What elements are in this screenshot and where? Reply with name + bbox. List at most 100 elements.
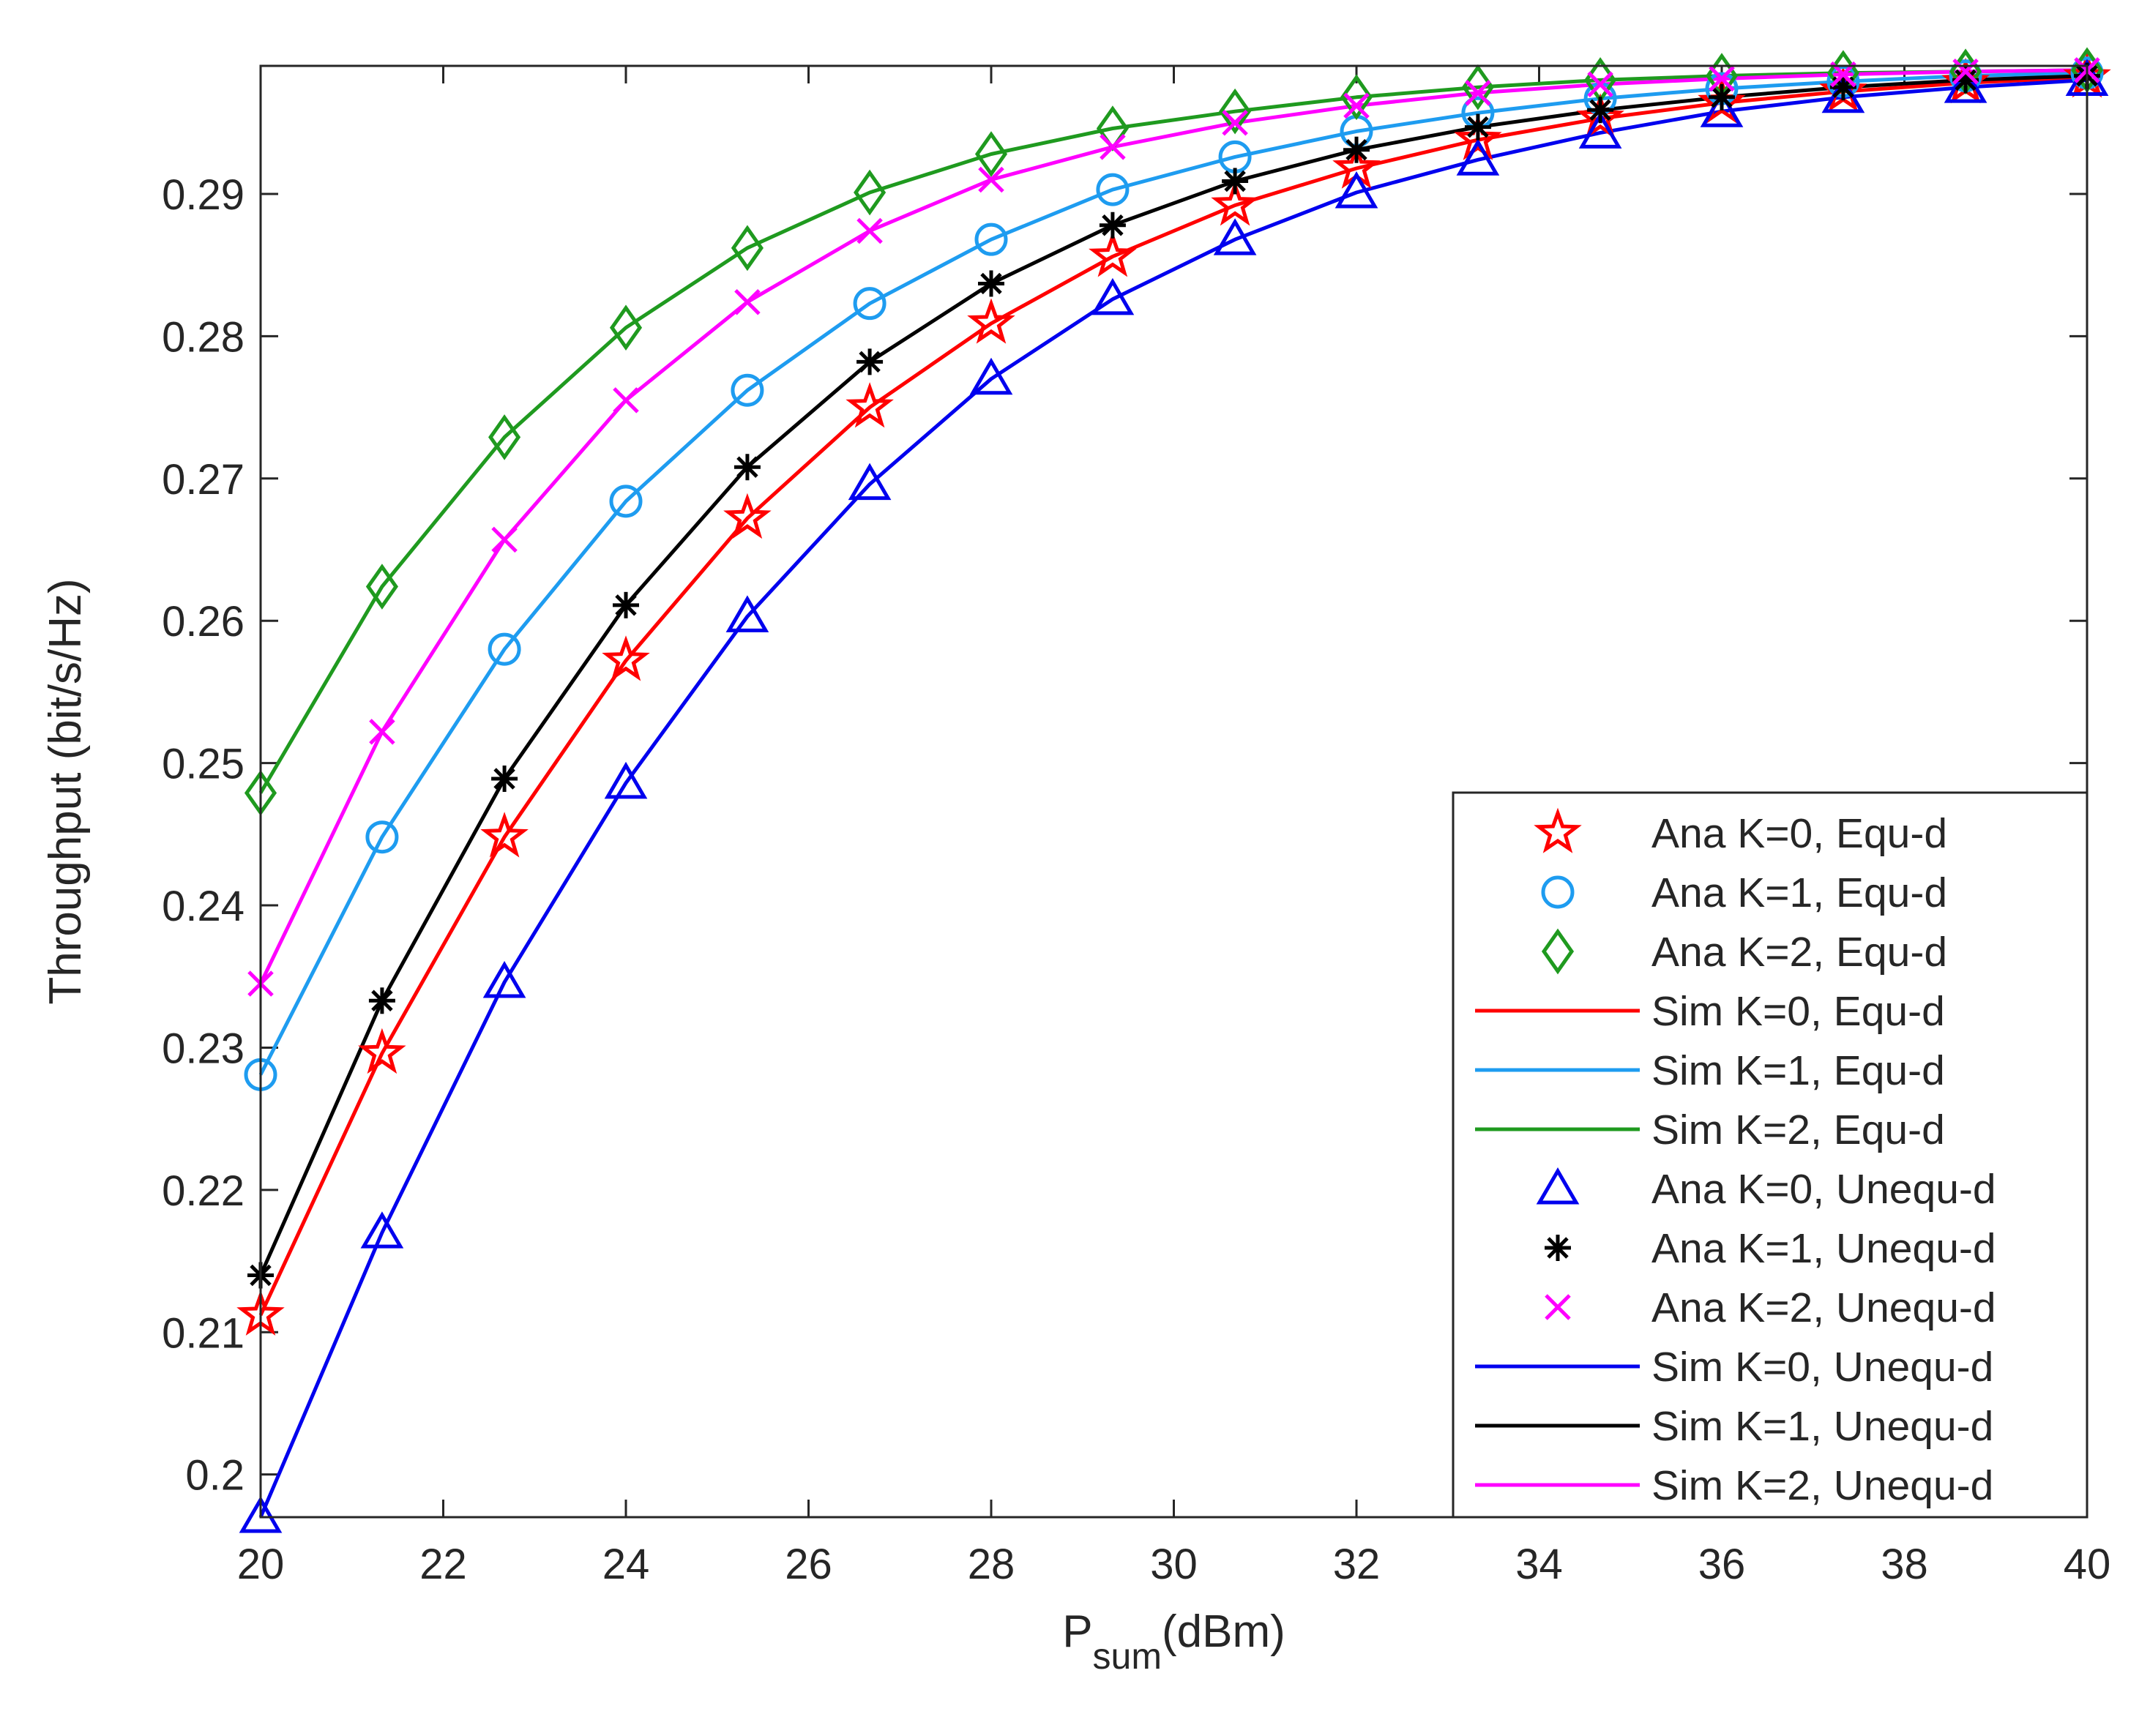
legend-label: Sim K=0, Unequ-d bbox=[1651, 1344, 1993, 1391]
x-axis-label-unit: (dBm) bbox=[1162, 1606, 1285, 1657]
series-line-9 bbox=[258, 78, 2088, 1518]
data-point bbox=[488, 414, 521, 460]
legend-label: Sim K=2, Unequ-d bbox=[1651, 1462, 1993, 1509]
legend-entry: Sim K=1, Equ-d bbox=[1475, 1047, 1945, 1094]
data-point bbox=[239, 1496, 283, 1533]
data-point bbox=[604, 761, 648, 799]
data-point bbox=[358, 1028, 406, 1074]
data-point bbox=[1587, 97, 1614, 124]
legend: Ana K=0, Equ-d Ana K=1, Equ-d Ana K=2, Equ… bbox=[1452, 791, 2089, 1519]
legend-marker-swatch bbox=[1536, 1167, 1580, 1205]
data-point bbox=[1700, 90, 1744, 127]
data-point bbox=[969, 357, 1013, 395]
x-tick-label: 26 bbox=[785, 1541, 832, 1588]
y-tick-label: 0.24 bbox=[162, 883, 245, 930]
data-point bbox=[854, 169, 886, 216]
data-point bbox=[480, 812, 529, 858]
x-tick-label: 34 bbox=[1515, 1541, 1563, 1588]
data-point bbox=[1952, 59, 1979, 85]
data-point bbox=[1091, 277, 1135, 315]
legend-label: Sim K=1, Unequ-d bbox=[1651, 1403, 1993, 1450]
legend-label: Ana K=1, Unequ-d bbox=[1651, 1225, 1996, 1272]
legend-label: Sim K=1, Equ-d bbox=[1651, 1047, 1945, 1094]
y-tick-label: 0.28 bbox=[162, 313, 245, 361]
data-point bbox=[853, 287, 886, 321]
y-tick-label: 0.22 bbox=[162, 1167, 245, 1215]
data-point bbox=[731, 225, 764, 272]
data-point bbox=[1096, 173, 1130, 206]
x-tick-label: 20 bbox=[237, 1541, 285, 1588]
legend-entry: Sim K=1, Unequ-d bbox=[1475, 1403, 1993, 1450]
data-point bbox=[1099, 212, 1126, 239]
legend-entry: Sim K=0, Unequ-d bbox=[1475, 1344, 1993, 1391]
data-point bbox=[365, 564, 398, 610]
data-point bbox=[725, 595, 769, 632]
legend-label: Ana K=0, Unequ-d bbox=[1651, 1166, 1996, 1213]
legend-entry: Ana K=2, Unequ-d bbox=[1545, 1284, 1996, 1331]
legend-entry: Ana K=1, Unequ-d bbox=[1545, 1225, 1996, 1272]
x-tick-label: 30 bbox=[1150, 1541, 1198, 1588]
data-point bbox=[1222, 168, 1249, 195]
data-point bbox=[848, 463, 892, 501]
data-point bbox=[1454, 114, 1502, 160]
data-point bbox=[1578, 111, 1622, 149]
x-tick-label: 28 bbox=[968, 1541, 1015, 1588]
data-point bbox=[1944, 66, 1987, 103]
data-point bbox=[974, 131, 1008, 177]
data-point bbox=[856, 217, 883, 244]
x-tick-label: 24 bbox=[602, 1541, 650, 1588]
legend-entry: Sim K=2, Unequ-d bbox=[1475, 1462, 1993, 1509]
legend-marker-swatch bbox=[1545, 1235, 1571, 1261]
data-point bbox=[602, 635, 650, 681]
y-tick-label: 0.21 bbox=[162, 1309, 245, 1357]
series-group bbox=[236, 47, 2111, 1533]
legend-label: Ana K=0, Equ-d bbox=[1651, 810, 1947, 857]
data-point bbox=[978, 270, 1004, 297]
data-point bbox=[856, 348, 884, 375]
legend-entry: Sim K=0, Equ-d bbox=[1475, 988, 1945, 1035]
legend-label: Ana K=1, Equ-d bbox=[1651, 869, 1947, 916]
x-axis-label-main: P bbox=[1062, 1606, 1092, 1657]
data-point bbox=[1464, 113, 1491, 141]
data-point bbox=[1587, 71, 1613, 98]
data-point bbox=[1343, 136, 1370, 163]
legend-label: Ana K=2, Equ-d bbox=[1651, 929, 1947, 976]
x-axis-label: Psum(dBm) bbox=[1062, 1606, 1285, 1677]
data-point bbox=[609, 484, 643, 518]
legend-label: Sim K=0, Equ-d bbox=[1651, 988, 1945, 1035]
data-point bbox=[1456, 138, 1500, 176]
data-point bbox=[613, 387, 639, 414]
data-point bbox=[369, 719, 395, 745]
y-tick-label: 0.26 bbox=[162, 598, 245, 646]
data-point bbox=[1709, 65, 1735, 92]
legend-label: Sim K=2, Equ-d bbox=[1651, 1107, 1945, 1153]
legend-label: Ana K=2, Unequ-d bbox=[1651, 1284, 1996, 1331]
data-point bbox=[488, 632, 521, 666]
y-axis-ticks: 0.2 0.21 0.22 0.23 0.24 0.25 0.26 0.27 0.28 0.29 bbox=[162, 171, 2087, 1500]
data-point bbox=[1709, 83, 1735, 111]
x-tick-label: 36 bbox=[1698, 1541, 1746, 1588]
data-point bbox=[491, 526, 518, 553]
legend-entry: Sim K=2, Equ-d bbox=[1475, 1107, 1945, 1153]
legend-entry: Ana K=0, Equ-d bbox=[1534, 807, 1947, 857]
data-point bbox=[1461, 64, 1494, 111]
series-line-5 bbox=[258, 68, 2088, 794]
series-line-11 bbox=[258, 68, 2088, 985]
data-point bbox=[1213, 218, 1257, 255]
x-tick-label: 40 bbox=[2064, 1541, 2111, 1588]
legend-box bbox=[1452, 791, 2089, 1519]
y-tick-label: 0.27 bbox=[162, 456, 245, 504]
y-tick-label: 0.23 bbox=[162, 1025, 245, 1072]
data-point bbox=[978, 166, 1004, 193]
series-line-4 bbox=[258, 71, 2088, 1076]
data-point bbox=[1829, 74, 1856, 101]
data-point bbox=[967, 298, 1015, 344]
data-point bbox=[1219, 88, 1252, 135]
data-point bbox=[1211, 180, 1259, 226]
data-point bbox=[1089, 231, 1137, 277]
data-point bbox=[846, 382, 894, 428]
legend-entry: Ana K=0, Unequ-d bbox=[1536, 1166, 1996, 1213]
data-point bbox=[731, 373, 764, 407]
series-line-10 bbox=[258, 74, 2088, 1276]
